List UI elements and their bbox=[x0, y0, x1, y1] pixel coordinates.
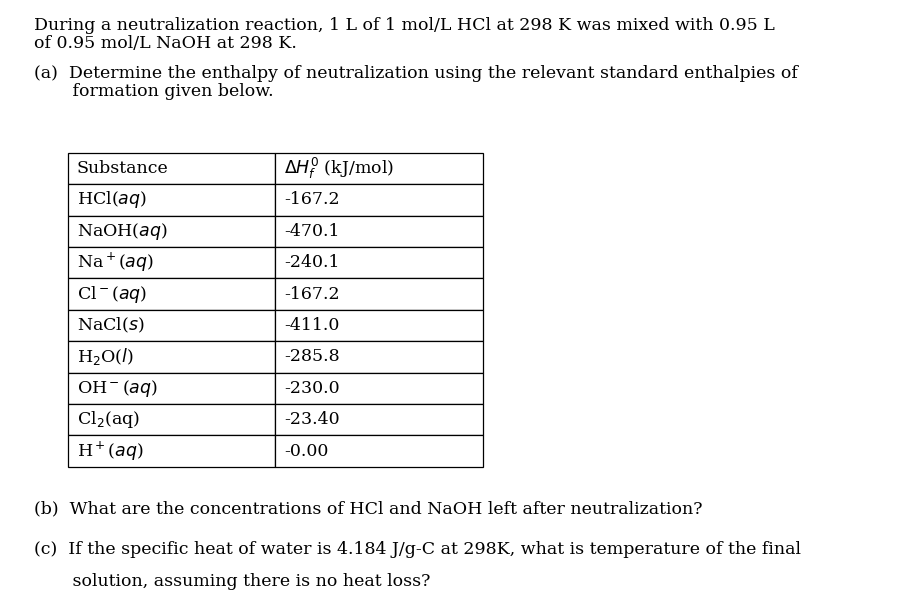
Text: NaCl($s$): NaCl($s$) bbox=[77, 316, 144, 335]
Text: $\Delta H_f^0$ (kJ/mol): $\Delta H_f^0$ (kJ/mol) bbox=[284, 156, 394, 181]
Text: Cl$^-$($aq$): Cl$^-$($aq$) bbox=[77, 284, 147, 304]
Text: (c)  If the specific heat of water is 4.184 J/g-C at 298K, what is temperature o: (c) If the specific heat of water is 4.1… bbox=[34, 541, 800, 558]
Text: During a neutralization reaction, 1 L of 1 mol/L HCl at 298 K was mixed with 0.9: During a neutralization reaction, 1 L of… bbox=[34, 17, 774, 34]
Bar bbox=[275, 435, 483, 467]
Bar bbox=[68, 435, 275, 467]
Text: -411.0: -411.0 bbox=[284, 317, 339, 334]
Text: -167.2: -167.2 bbox=[284, 191, 340, 208]
Text: -0.00: -0.00 bbox=[284, 443, 328, 460]
Text: -167.2: -167.2 bbox=[284, 286, 340, 303]
Bar bbox=[68, 373, 275, 404]
Bar bbox=[275, 216, 483, 247]
Bar bbox=[68, 404, 275, 435]
Text: Na$^+$($aq$): Na$^+$($aq$) bbox=[77, 251, 153, 274]
Bar bbox=[275, 310, 483, 341]
Text: -470.1: -470.1 bbox=[284, 223, 339, 240]
Bar bbox=[68, 278, 275, 310]
Bar bbox=[68, 310, 275, 341]
Bar bbox=[68, 184, 275, 216]
Text: (b)  What are the concentrations of HCl and NaOH left after neutralization?: (b) What are the concentrations of HCl a… bbox=[34, 500, 702, 517]
Text: -285.8: -285.8 bbox=[284, 349, 340, 365]
Bar bbox=[68, 216, 275, 247]
Text: OH$^-$($aq$): OH$^-$($aq$) bbox=[77, 378, 158, 399]
Bar bbox=[68, 153, 275, 184]
Text: of 0.95 mol/L NaOH at 298 K.: of 0.95 mol/L NaOH at 298 K. bbox=[34, 35, 297, 52]
Text: -240.1: -240.1 bbox=[284, 254, 339, 271]
Text: Substance: Substance bbox=[77, 160, 169, 177]
Bar bbox=[275, 278, 483, 310]
Bar bbox=[68, 247, 275, 278]
Text: NaOH($aq$): NaOH($aq$) bbox=[77, 221, 168, 242]
Text: formation given below.: formation given below. bbox=[34, 83, 273, 100]
Bar bbox=[275, 247, 483, 278]
Text: H$^+$($aq$): H$^+$($aq$) bbox=[77, 440, 143, 463]
Bar bbox=[275, 373, 483, 404]
Text: H$_2$O($l$): H$_2$O($l$) bbox=[77, 347, 133, 367]
Text: Cl$_2$(aq): Cl$_2$(aq) bbox=[77, 410, 140, 430]
Text: -230.0: -230.0 bbox=[284, 380, 340, 397]
Bar bbox=[275, 184, 483, 216]
Bar bbox=[68, 341, 275, 373]
Text: (a)  Determine the enthalpy of neutralization using the relevant standard enthal: (a) Determine the enthalpy of neutraliza… bbox=[34, 65, 797, 82]
Text: -23.40: -23.40 bbox=[284, 411, 340, 428]
Text: solution, assuming there is no heat loss?: solution, assuming there is no heat loss… bbox=[34, 573, 430, 590]
Bar bbox=[275, 341, 483, 373]
Bar bbox=[275, 153, 483, 184]
Text: HCl($aq$): HCl($aq$) bbox=[77, 190, 146, 210]
Bar bbox=[275, 404, 483, 435]
